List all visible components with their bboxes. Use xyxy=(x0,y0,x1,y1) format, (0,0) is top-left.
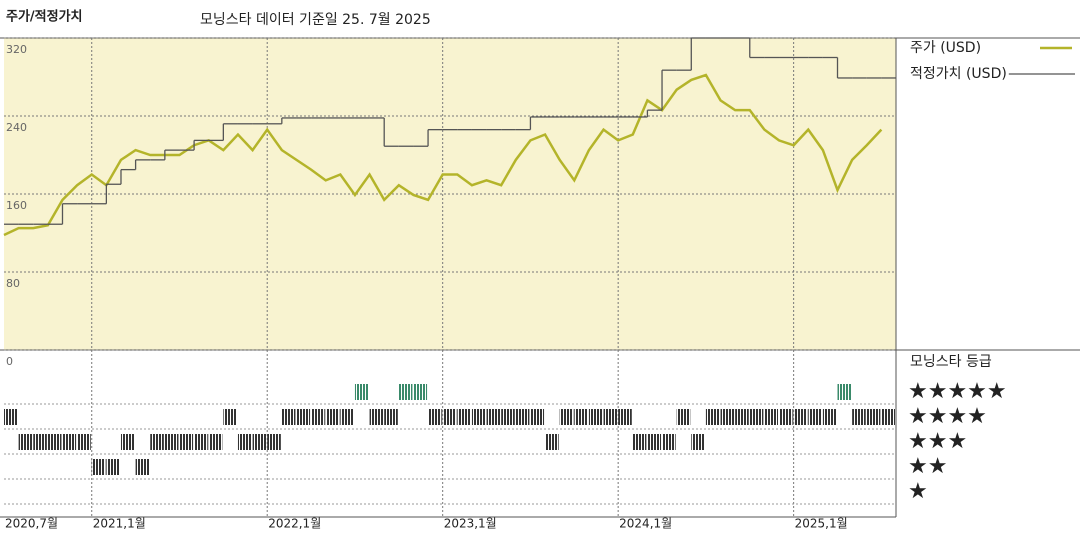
rating-bar xyxy=(705,409,720,425)
rating-bar xyxy=(822,409,837,425)
rating-bar xyxy=(676,409,691,425)
y-tick-label: 0 xyxy=(6,355,13,368)
y-tick-label: 160 xyxy=(6,199,27,212)
rating-bar xyxy=(18,434,33,450)
x-tick-label: 2024,1월 xyxy=(619,517,672,531)
rating-bar xyxy=(852,409,866,425)
rating-bar xyxy=(866,409,881,425)
rating-bar xyxy=(194,434,208,450)
rating-bar xyxy=(106,459,120,475)
chart-title: 주가/적정가치 xyxy=(6,9,83,25)
rating-label: ★★★ xyxy=(908,429,967,454)
rating-bar xyxy=(881,409,895,425)
rating-bar xyxy=(764,409,779,425)
rating-bar xyxy=(325,409,340,425)
rating-bar xyxy=(574,409,588,425)
rating-bar xyxy=(428,409,442,425)
rating-bar xyxy=(296,409,311,425)
rating-bar xyxy=(120,434,135,450)
rating-bar xyxy=(545,434,559,450)
rating-bar xyxy=(135,459,150,475)
rating-bar xyxy=(779,409,793,425)
rating-bar xyxy=(559,409,574,425)
rating-bar xyxy=(252,434,267,450)
rating-bar xyxy=(237,434,252,450)
rating-bar xyxy=(515,409,530,425)
rating-bar xyxy=(720,409,735,425)
rating-bar xyxy=(413,384,428,400)
rating-bar xyxy=(223,409,237,425)
rating-bar xyxy=(208,434,223,450)
rating-bar xyxy=(618,409,632,425)
y-tick-label: 80 xyxy=(6,277,20,290)
rating-bar xyxy=(150,434,164,450)
rating-bar xyxy=(457,409,471,425)
rating-bar xyxy=(501,409,515,425)
x-tick-label: 2025,1월 xyxy=(795,517,848,531)
rating-bar xyxy=(735,409,749,425)
rating-bar xyxy=(77,434,91,450)
rating-bar xyxy=(662,434,676,450)
rating-bar xyxy=(164,434,179,450)
y-tick-label: 240 xyxy=(6,121,27,134)
x-tick-label: 2021,1월 xyxy=(93,517,146,531)
x-tick-label: 2022,1월 xyxy=(268,517,321,531)
rating-bar xyxy=(267,434,281,450)
rating-bar xyxy=(442,409,457,425)
rating-bar xyxy=(530,409,545,425)
rating-bar xyxy=(793,409,808,425)
rating-bar xyxy=(632,434,647,450)
rating-bar xyxy=(354,384,369,400)
rating-bar xyxy=(384,409,398,425)
y-tick-label: 320 xyxy=(6,43,27,56)
rating-bar xyxy=(691,434,705,450)
rating-bar xyxy=(62,434,77,450)
legend-label: 적정가치 (USD) xyxy=(910,66,1007,82)
legend-label: 주가 (USD) xyxy=(910,40,981,56)
x-tick-label: 2023,1월 xyxy=(444,517,497,531)
chart-subtitle: 모닝스타 데이터 기준일 25. 7월 2025 xyxy=(200,12,431,28)
rating-bar xyxy=(311,409,325,425)
rating-bar xyxy=(369,409,384,425)
rating-bar xyxy=(486,409,501,425)
rating-bar xyxy=(749,409,764,425)
price-line xyxy=(3,73,883,237)
rating-bar xyxy=(179,434,194,450)
rating-bar xyxy=(603,409,618,425)
rating-bar xyxy=(398,384,413,400)
rating-bar xyxy=(647,434,662,450)
rating-bar xyxy=(91,459,106,475)
rating-label: ★★★★ xyxy=(908,404,987,429)
rating-bar xyxy=(281,409,296,425)
rating-bar xyxy=(47,434,62,450)
rating-bar xyxy=(808,409,822,425)
rating-bar xyxy=(33,434,47,450)
rating-title: 모닝스타 등급 xyxy=(910,354,992,370)
rating-label: ★ xyxy=(908,479,928,504)
x-tick-label: 2020,7월 xyxy=(5,517,58,531)
rating-bar xyxy=(340,409,354,425)
rating-bar xyxy=(471,409,486,425)
rating-bar xyxy=(588,409,603,425)
rating-bar xyxy=(4,409,18,425)
rating-bar xyxy=(837,384,852,400)
rating-label: ★★★★★ xyxy=(908,379,1007,404)
rating-label: ★★ xyxy=(908,454,947,479)
